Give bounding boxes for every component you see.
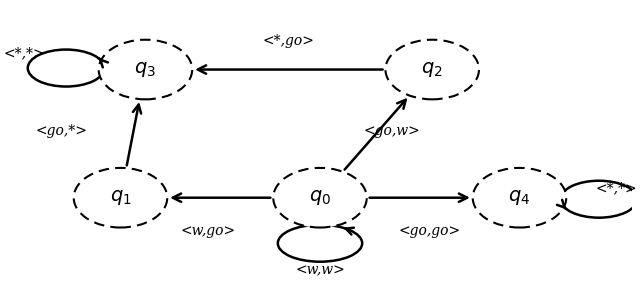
Text: <w,w>: <w,w> [295,264,345,278]
Text: <*,*>: <*,*> [595,182,637,196]
Text: <go,*>: <go,*> [35,124,87,138]
Text: <*,go>: <*,go> [263,34,315,48]
Text: $q_1$: $q_1$ [109,188,131,207]
Ellipse shape [473,168,566,228]
Ellipse shape [385,40,479,99]
Ellipse shape [74,168,167,228]
Text: $q_2$: $q_2$ [421,60,443,79]
Text: <go,w>: <go,w> [364,124,420,138]
Text: <*,*>: <*,*> [3,46,45,60]
Text: <go,go>: <go,go> [398,223,460,237]
Text: <w,go>: <w,go> [180,223,236,237]
Ellipse shape [273,168,367,228]
Ellipse shape [99,40,192,99]
Text: $q_4$: $q_4$ [508,188,531,207]
Text: $q_3$: $q_3$ [134,60,156,79]
Text: $q_0$: $q_0$ [309,188,331,207]
